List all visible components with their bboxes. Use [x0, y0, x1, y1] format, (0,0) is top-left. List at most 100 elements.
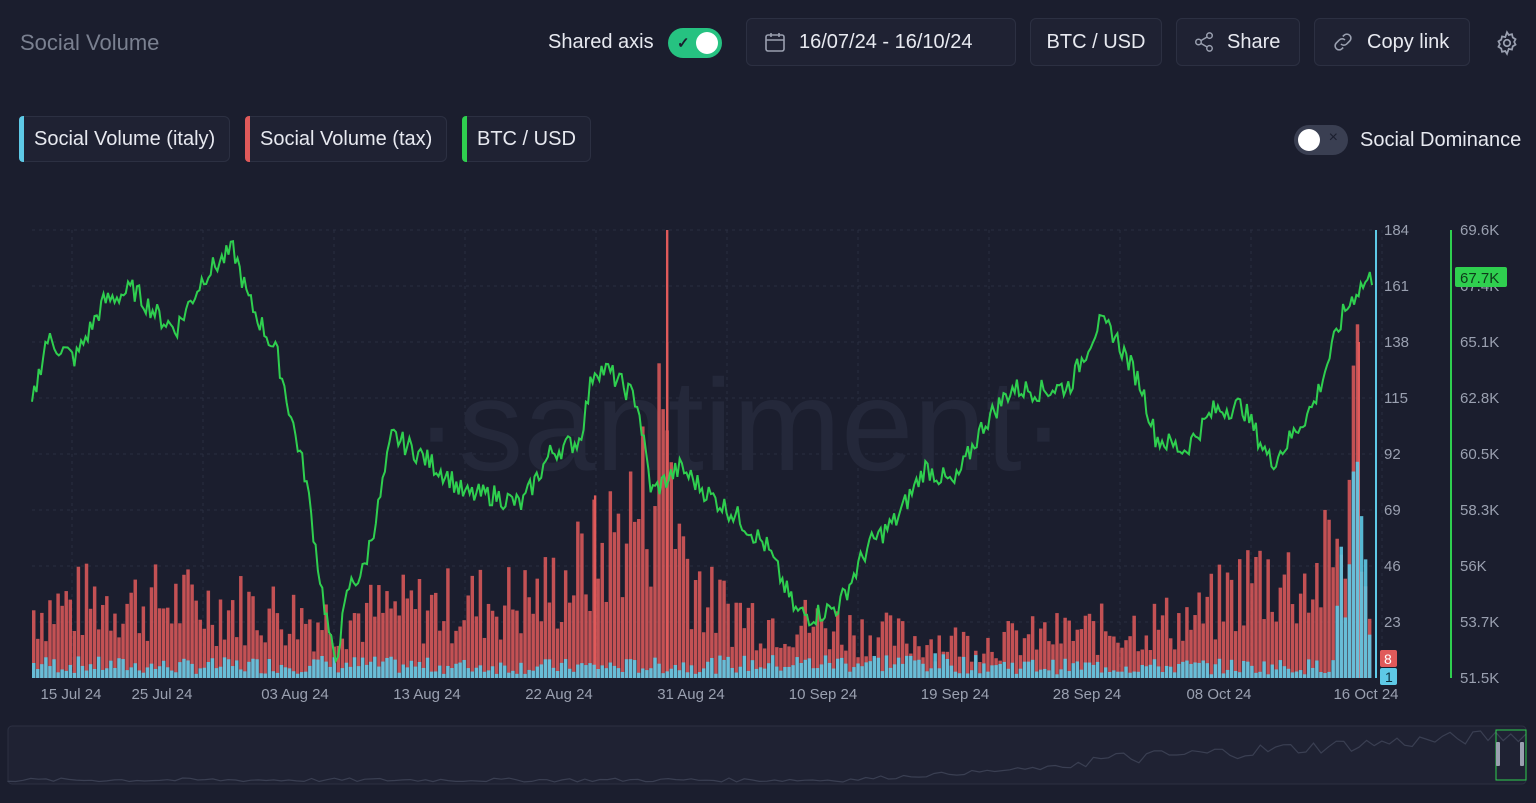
- italy-bar: [1278, 660, 1283, 678]
- italy-bar: [815, 668, 820, 678]
- italy-bar: [673, 664, 678, 678]
- italy-bar: [1104, 667, 1108, 678]
- italy-bar: [101, 669, 105, 678]
- italy-bar: [624, 659, 629, 678]
- italy-bar: [348, 666, 353, 678]
- italy-bar: [998, 664, 1002, 678]
- italy-bar: [401, 664, 405, 678]
- legend-item-italy[interactable]: Social Volume (italy): [19, 116, 231, 162]
- italy-bar: [1140, 665, 1145, 678]
- italy-bar: [775, 666, 779, 678]
- italy-bar: [214, 668, 219, 678]
- settings-button[interactable]: [1494, 30, 1520, 61]
- italy-bar: [454, 663, 458, 678]
- social-dominance-toggle[interactable]: ×: [1294, 125, 1348, 155]
- y-left-tick-label: 69: [1384, 502, 1401, 519]
- italy-bar: [852, 667, 856, 678]
- tax-bar: [68, 599, 73, 678]
- navigator[interactable]: [7, 725, 1527, 785]
- tax-bar: [628, 471, 633, 678]
- tax-bar: [710, 566, 714, 678]
- pair-button[interactable]: BTC / USD: [1030, 18, 1162, 66]
- italy-bar: [385, 657, 389, 678]
- italy-bar: [779, 670, 783, 678]
- italy-bar: [892, 664, 897, 678]
- shared-axis-toggle[interactable]: ✓: [668, 28, 722, 58]
- tax-bar: [295, 639, 300, 678]
- y-right-tick-label: 51.5K: [1460, 670, 1499, 687]
- italy-bar: [1079, 669, 1084, 678]
- share-button[interactable]: Share: [1176, 18, 1300, 66]
- italy-bar: [1136, 671, 1140, 678]
- italy-bar: [795, 657, 799, 678]
- copy-link-button[interactable]: Copy link: [1314, 18, 1470, 66]
- italy-bar: [320, 656, 324, 678]
- italy-bar: [896, 657, 901, 678]
- italy-bar: [88, 664, 93, 678]
- tax-bar: [1298, 593, 1303, 678]
- italy-bar: [429, 671, 434, 678]
- date-range-button[interactable]: 16/07/24 - 16/10/24: [746, 18, 1016, 66]
- tax-bar: [580, 533, 584, 678]
- italy-bar: [182, 658, 186, 678]
- italy-bar: [1347, 564, 1352, 678]
- italy-bar: [381, 661, 385, 678]
- italy-bar: [434, 671, 438, 678]
- tax-bar: [1156, 629, 1161, 678]
- italy-bar: [827, 662, 832, 678]
- italy-bar: [523, 673, 527, 678]
- legend-label: Social Volume (tax): [260, 127, 433, 150]
- tax-bar: [235, 637, 239, 678]
- italy-bar: [742, 655, 747, 678]
- italy-bar: [511, 670, 515, 678]
- italy-bar: [121, 659, 125, 678]
- italy-bar: [117, 658, 121, 678]
- tax-bar: [519, 633, 523, 678]
- italy-bar: [803, 659, 807, 678]
- italy-bar: [1311, 667, 1315, 678]
- italy-bar: [872, 655, 877, 678]
- social-dominance-label: Social Dominance: [1360, 129, 1522, 151]
- italy-bar: [762, 668, 767, 678]
- tax-bar: [1221, 621, 1226, 678]
- italy-bar: [267, 659, 271, 678]
- tax-bar: [1018, 655, 1023, 678]
- close-icon: ×: [1328, 129, 1338, 146]
- tax-bar: [961, 631, 966, 678]
- tax-bar: [454, 630, 458, 678]
- tax-bar: [600, 542, 604, 678]
- italy-bar: [308, 665, 312, 678]
- italy-bar: [344, 662, 349, 678]
- italy-bar: [48, 666, 52, 678]
- legend-item-btc[interactable]: BTC / USD: [462, 116, 591, 162]
- italy-bar: [1201, 660, 1205, 678]
- chart-watermark: ·santiment·: [415, 352, 1065, 498]
- italy-bar: [206, 661, 211, 678]
- italy-bar: [1026, 661, 1031, 678]
- tax-bar: [1136, 651, 1140, 678]
- italy-bar: [730, 667, 734, 678]
- legend-item-tax[interactable]: Social Volume (tax): [245, 116, 448, 162]
- italy-bar: [568, 668, 572, 678]
- tax-bar: [568, 602, 572, 678]
- italy-bar: [844, 663, 848, 678]
- italy-bar: [1177, 663, 1181, 678]
- italy-bar: [1193, 662, 1197, 678]
- tax-bar: [787, 646, 791, 678]
- italy-bar: [312, 659, 316, 678]
- italy-bar: [539, 664, 544, 678]
- italy-bar: [880, 671, 885, 678]
- italy-bar: [161, 660, 166, 678]
- italy-bar: [72, 672, 77, 678]
- tax-bar: [1323, 509, 1327, 678]
- italy-bar: [637, 672, 641, 678]
- italy-bar: [990, 665, 994, 678]
- italy-bar: [661, 673, 665, 678]
- italy-bar: [555, 671, 560, 678]
- tax-bar: [1022, 638, 1027, 678]
- italy-bar: [230, 666, 235, 678]
- share-label: Share: [1227, 30, 1281, 53]
- italy-bar: [1160, 672, 1165, 678]
- italy-bar: [1047, 670, 1051, 678]
